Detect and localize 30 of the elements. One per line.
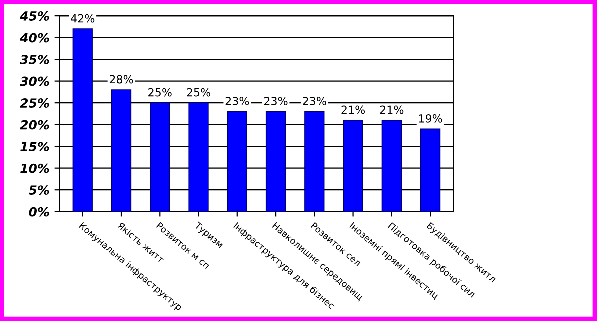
y-tick-label: 35% [20, 55, 50, 64]
bar [111, 90, 132, 212]
y-tick-label: 30% [20, 76, 50, 86]
y-tick-label: 20% [20, 120, 50, 130]
data-label: 23% [303, 97, 326, 106]
bar [266, 111, 286, 212]
data-label: 21% [342, 106, 366, 114]
bar [227, 111, 248, 212]
data-label: 19% [419, 114, 442, 123]
y-tick-label: 15% [20, 142, 50, 152]
bar [150, 102, 170, 212]
y-tick-label: 10% [20, 164, 50, 174]
data-label: 42% [71, 14, 95, 23]
bar [188, 102, 209, 212]
bar [343, 120, 364, 212]
data-label: 23% [226, 97, 250, 106]
data-label: 28% [110, 75, 134, 84]
data-label: 25% [187, 88, 210, 97]
y-tick-label: 25% [20, 98, 50, 108]
bar [304, 111, 325, 212]
y-tick-label: 45% [20, 12, 50, 21]
bar [382, 120, 402, 212]
y-tick-label: 0% [29, 207, 50, 217]
bar [420, 128, 441, 212]
data-label: 25% [148, 88, 172, 97]
y-tick-label: 40% [20, 33, 50, 43]
data-label: 23% [264, 97, 288, 106]
y-tick-label: 5% [28, 186, 50, 196]
bar [72, 28, 93, 212]
data-label: 21% [380, 106, 404, 114]
